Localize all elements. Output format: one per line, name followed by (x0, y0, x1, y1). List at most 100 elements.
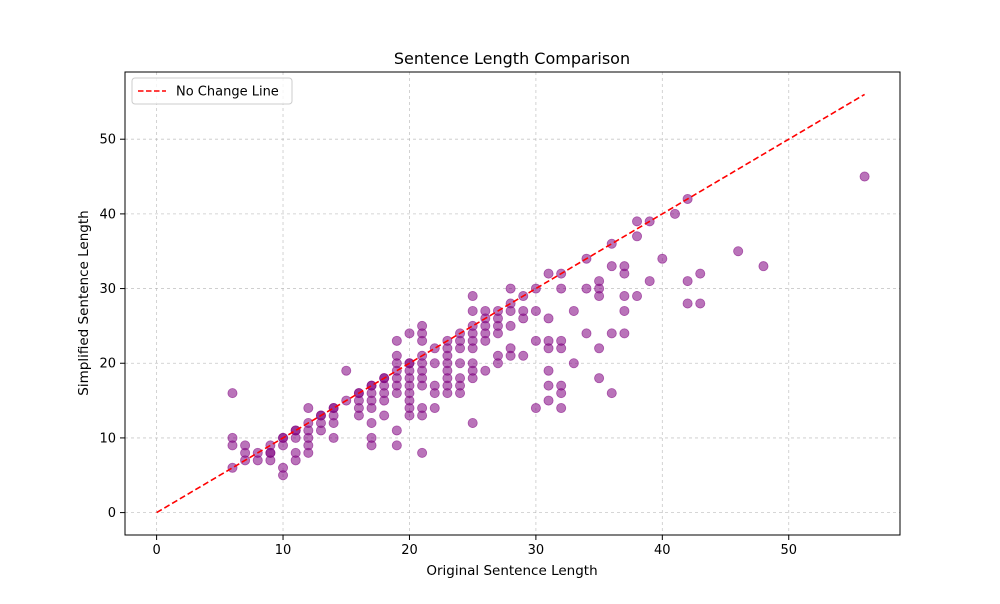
scatter-point (619, 268, 630, 279)
scatter-point (568, 358, 579, 369)
scatter-point (252, 455, 263, 466)
scatter-point (543, 380, 554, 391)
scatter-point (404, 328, 415, 339)
scatter-point (505, 350, 516, 361)
scatter-point (682, 276, 693, 287)
x-tick-label: 0 (152, 543, 160, 558)
scatter-point (543, 395, 554, 406)
scatter-point (568, 305, 579, 316)
scatter-point (328, 403, 339, 414)
chart-title: Sentence Length Comparison (394, 49, 630, 68)
scatter-point (505, 283, 516, 294)
scatter-point (619, 328, 630, 339)
scatter-point (391, 388, 402, 399)
scatter-point (518, 350, 529, 361)
scatter-point (303, 403, 314, 414)
scatter-point (227, 388, 238, 399)
scatter-point (227, 440, 238, 451)
scatter-point (480, 305, 491, 316)
scatter-point (733, 246, 744, 257)
scatter-point (518, 313, 529, 324)
scatter-point (366, 380, 377, 391)
legend-box (131, 77, 293, 105)
scatter-point (429, 403, 440, 414)
scatter-point (265, 447, 276, 458)
scatter-point (695, 298, 706, 309)
scatter-point (492, 358, 503, 369)
scatter-point (379, 410, 390, 421)
scatter-point (632, 216, 643, 227)
x-tick-label: 40 (654, 543, 671, 558)
scatter-point (341, 365, 352, 376)
scatter-point (278, 470, 289, 481)
scatter-point (480, 365, 491, 376)
scatter-point (556, 403, 567, 414)
scatter-point (315, 425, 326, 436)
y-tick-label: 30 (99, 282, 116, 297)
scatter-point (391, 358, 402, 369)
scatter-point (606, 388, 617, 399)
axis-ticks: 0 10 20 30 40 50 0 10 20 30 40 50 (99, 133, 797, 558)
scatter-point (379, 395, 390, 406)
x-tick-label: 50 (780, 543, 797, 558)
scatter-point (429, 388, 440, 399)
scatter-point (353, 410, 364, 421)
scatter-point (695, 268, 706, 279)
scatter-point (556, 283, 567, 294)
scatter-points (227, 171, 870, 481)
scatter-point (543, 313, 554, 324)
scatter-point (429, 358, 440, 369)
scatter-point (240, 440, 251, 451)
x-axis-label: Original Sentence Length (426, 563, 597, 579)
scatter-point (303, 447, 314, 458)
scatter-point (657, 253, 668, 264)
scatter-point (455, 388, 466, 399)
scatter-point (632, 291, 643, 302)
scatter-point (530, 283, 541, 294)
scatter-point (581, 328, 592, 339)
scatter-point (594, 343, 605, 354)
scatter-point (505, 320, 516, 331)
scatter-point (543, 365, 554, 376)
scatter-point (227, 462, 238, 473)
scatter-point (467, 343, 478, 354)
scatter-point (644, 276, 655, 287)
scatter-point (366, 403, 377, 414)
scatter-point (455, 343, 466, 354)
y-tick-label: 40 (99, 207, 116, 222)
scatter-point (669, 208, 680, 219)
scatter-point (606, 261, 617, 272)
scatter-point (632, 231, 643, 242)
scatter-point (619, 291, 630, 302)
scatter-point (417, 380, 428, 391)
scatter-point (290, 455, 301, 466)
scatter-point (606, 328, 617, 339)
y-tick-label: 20 (99, 357, 116, 372)
scatter-point (530, 305, 541, 316)
scatter-point (429, 343, 440, 354)
scatter-point (404, 410, 415, 421)
scatter-point (417, 447, 428, 458)
scatter-point (442, 388, 453, 399)
x-tick-label: 20 (401, 543, 418, 558)
scatter-point (328, 432, 339, 443)
scatter-point (543, 343, 554, 354)
scatter-point (505, 305, 516, 316)
scatter-point (467, 373, 478, 384)
scatter-point (417, 410, 428, 421)
scatter-point (758, 261, 769, 272)
y-tick-label: 50 (99, 133, 116, 148)
scatter-point (480, 335, 491, 346)
scatter-point (467, 417, 478, 428)
reference-line-layer (156, 93, 866, 514)
scatter-point (543, 268, 554, 279)
scatter-point (391, 425, 402, 436)
scatter-point (492, 328, 503, 339)
grid-lines (125, 72, 900, 535)
scatter-point (455, 358, 466, 369)
scatter-point (556, 388, 567, 399)
no-change-line (156, 93, 866, 514)
plot-area-frame (124, 71, 901, 536)
scatter-point (417, 335, 428, 346)
